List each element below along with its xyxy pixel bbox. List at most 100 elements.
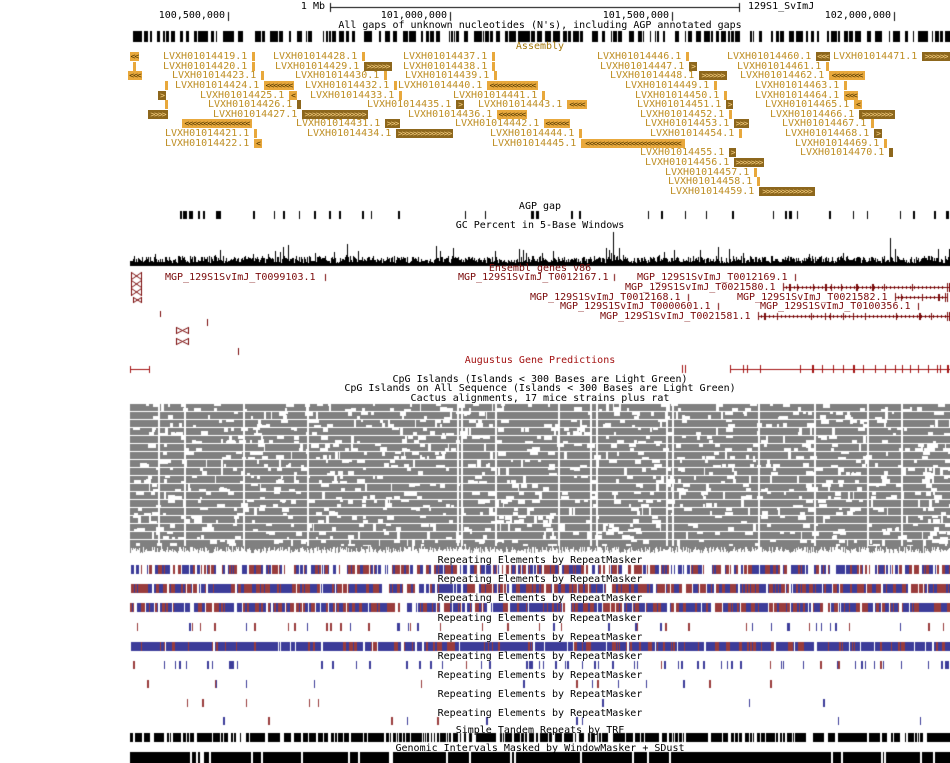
assembly-item-box[interactable] — [254, 129, 257, 138]
assembly-item-box[interactable] — [754, 168, 757, 177]
assembly-item-box[interactable] — [492, 62, 495, 71]
assembly-item-box[interactable] — [826, 62, 829, 71]
assembly-item-label[interactable]: LVXH01014447.1 — [600, 61, 685, 72]
assembly-item-box-left-arrows[interactable]: < — [254, 139, 262, 148]
assembly-item-box[interactable] — [739, 129, 742, 138]
assembly-item-box-left-arrows[interactable]: < — [854, 100, 862, 109]
assembly-item-box-left-arrows[interactable]: <<< — [844, 91, 858, 100]
ensembl-gene-label[interactable]: MGP_129S1SvImJ_T0012169.1 — [637, 272, 788, 283]
assembly-item-box-right-arrows[interactable]: > — [729, 148, 736, 157]
track-title-repeatmasker[interactable]: Repeating Elements by RepeatMasker — [437, 670, 643, 681]
assembly-item-label[interactable]: LVXH01014453.1 — [645, 118, 730, 129]
assembly-item-box-right-arrows[interactable]: >>>> — [148, 110, 168, 119]
assembly-item-box-right-arrows[interactable]: >>>>>>>> — [859, 110, 895, 119]
track-title-repeatmasker[interactable]: Repeating Elements by RepeatMasker — [437, 708, 643, 719]
assembly-item-label[interactable]: LVXH01014460.1 — [727, 51, 812, 62]
assembly-item-box-right-arrows[interactable]: >>>>>> — [699, 71, 727, 80]
track-title-repeatmasker[interactable]: Repeating Elements by RepeatMasker — [437, 613, 643, 624]
track-title-repeatmasker[interactable]: Repeating Elements by RepeatMasker — [437, 632, 643, 643]
ensembl-gene-label[interactable]: MGP_129S1SvImJ_T0021582.1 — [737, 292, 888, 303]
assembly-item-label[interactable]: LVXH01014431.1 — [296, 118, 381, 129]
assembly-item-label[interactable]: LVXH01014429.1 — [275, 61, 360, 72]
assembly-item-label[interactable]: LVXH01014448.1 — [610, 70, 695, 81]
assembly-item-box[interactable] — [252, 62, 255, 71]
assembly-item-label[interactable]: LVXH01014422.1 — [165, 138, 250, 149]
assembly-item-box-right-arrows[interactable]: >>>>>>> — [734, 158, 764, 167]
assembly-item-label[interactable]: LVXH01014436.1 — [408, 109, 493, 120]
assembly-item-label[interactable]: LVXH01014435.1 — [367, 99, 452, 110]
assembly-item-box-left-arrows[interactable]: <<<<<<<< — [829, 71, 865, 80]
assembly-item-box[interactable] — [133, 62, 136, 71]
assembly-item-label[interactable]: LVXH01014444.1 — [490, 128, 575, 139]
track-title-repeatmasker[interactable]: Repeating Elements by RepeatMasker — [437, 689, 643, 700]
assembly-item-box-right-arrows[interactable]: > — [726, 100, 733, 109]
assembly-item-label[interactable]: LVXH01014446.1 — [597, 51, 682, 62]
assembly-item-label[interactable]: LVXH01014420.1 — [163, 61, 248, 72]
assembly-item-box-left-arrows[interactable]: <<<<<< — [544, 119, 570, 128]
ensembl-gene-label[interactable]: MGP_129S1SvImJ_T0100356.1 — [760, 301, 911, 312]
assembly-item-label[interactable]: LVXH01014443.1 — [478, 99, 563, 110]
assembly-item-box-right-arrows[interactable]: >>> — [734, 119, 749, 128]
assembly-item-box[interactable] — [384, 71, 387, 80]
track-title-repeatmasker[interactable]: Repeating Elements by RepeatMasker — [437, 651, 643, 662]
assembly-item-box[interactable] — [399, 91, 402, 100]
assembly-item-box-left-arrows[interactable]: << — [130, 52, 139, 61]
assembly-item-box-right-arrows[interactable]: >>> — [385, 119, 400, 128]
assembly-item-box-left-arrows[interactable]: <<<<<<<<<<<< — [487, 81, 538, 90]
assembly-item-box[interactable] — [844, 81, 847, 90]
assembly-item-label[interactable]: LVXH01014445.1 — [492, 138, 577, 149]
assembly-item-box-left-arrows[interactable]: <<<<<<< — [264, 81, 294, 90]
ensembl-gene-label[interactable]: MGP_129S1SvImJ_T0000601.1 — [560, 301, 711, 312]
assembly-item-label[interactable]: LVXH01014454.1 — [650, 128, 735, 139]
assembly-item-box[interactable] — [579, 129, 582, 138]
assembly-item-label[interactable]: LVXH01014433.1 — [310, 90, 395, 101]
assembly-item-label[interactable]: LVXH01014438.1 — [403, 61, 488, 72]
assembly-item-label[interactable]: LVXH01014468.1 — [785, 128, 870, 139]
assembly-item-label[interactable]: LVXH01014434.1 — [307, 128, 392, 139]
assembly-item-label[interactable]: LVXH01014470.1 — [800, 147, 885, 158]
assembly-item-label[interactable]: LVXH01014457.1 — [665, 167, 750, 178]
assembly-item-label[interactable]: LVXH01014463.1 — [755, 80, 840, 91]
assembly-item-box-right-arrows[interactable]: >>>>>>>>>>>>>>>> — [302, 110, 368, 119]
assembly-item-label[interactable]: LVXH01014441.1 — [453, 90, 538, 101]
ensembl-gene-label[interactable]: MGP_129S1SvImJ_T0012168.1 — [530, 292, 681, 303]
assembly-item-box[interactable] — [871, 119, 874, 128]
assembly-item-label[interactable]: LVXH01014458.1 — [668, 176, 753, 187]
assembly-item-box-left-arrows[interactable]: <<<<<<<<<<<<<<<<<<<<<<<<< — [581, 139, 685, 148]
assembly-item-box[interactable] — [362, 52, 365, 61]
assembly-item-box-left-arrows[interactable]: <<<<<<<<<<<<<<<<< — [182, 119, 252, 128]
assembly-item-box[interactable] — [757, 177, 760, 186]
ensembl-gene-label[interactable]: MGP_129S1SvImJ_T0021581.1 — [600, 311, 751, 322]
assembly-item-label[interactable]: LVXH01014432.1 — [305, 80, 390, 91]
ensembl-gene-label[interactable]: MGP_129S1SvImJ_T0099103.1 — [165, 272, 316, 283]
assembly-item-box-right-arrows[interactable]: > — [874, 129, 882, 138]
assembly-item-label[interactable]: LVXH01014462.1 — [740, 70, 825, 81]
track-title-cpg-all[interactable]: CpG Islands on All Sequence (Islands < 3… — [344, 383, 736, 394]
track-title-assembly[interactable]: Assembly — [515, 41, 565, 52]
track-title-windowmasker[interactable]: Genomic Intervals Masked by WindowMasker… — [395, 743, 685, 754]
assembly-item-label[interactable]: LVXH01014428.1 — [273, 51, 358, 62]
assembly-item-label[interactable]: LVXH01014469.1 — [795, 138, 880, 149]
assembly-item-label[interactable]: LVXH01014440.1 — [398, 80, 483, 91]
assembly-item-label[interactable]: LVXH01014449.1 — [625, 80, 710, 91]
track-title-repeatmasker[interactable]: Repeating Elements by RepeatMasker — [437, 593, 643, 604]
track-title-repeatmasker[interactable]: Repeating Elements by RepeatMasker — [437, 574, 643, 585]
assembly-item-label[interactable]: LVXH01014455.1 — [640, 147, 725, 158]
assembly-item-box-right-arrows[interactable]: > — [158, 91, 166, 100]
assembly-item-label[interactable]: LVXH01014419.1 — [163, 51, 248, 62]
assembly-item-box-right-arrows[interactable]: >>>>>> — [364, 62, 392, 71]
assembly-item-box-left-arrows[interactable]: <<<<<<< — [497, 110, 527, 119]
assembly-item-label[interactable]: LVXH01014466.1 — [770, 109, 855, 120]
assembly-item-box-left-arrows[interactable]: <<< — [816, 52, 830, 61]
track-title-agp-gap[interactable]: AGP gap — [518, 201, 562, 212]
assembly-item-label[interactable]: LVXH01014426.1 — [208, 99, 293, 110]
assembly-item-box[interactable] — [492, 52, 495, 61]
assembly-item-box[interactable] — [884, 139, 887, 148]
assembly-item-box[interactable] — [724, 91, 727, 100]
track-title-cpg-islands[interactable]: CpG Islands (Islands < 300 Bases are Lig… — [392, 374, 688, 385]
ensembl-gene-label[interactable]: MGP_129S1SvImJ_T0021580.1 — [625, 282, 776, 293]
assembly-item-box[interactable] — [714, 81, 717, 90]
assembly-item-label[interactable]: LVXH01014464.1 — [755, 90, 840, 101]
assembly-item-box[interactable] — [165, 100, 168, 109]
assembly-item-box[interactable] — [252, 52, 255, 61]
